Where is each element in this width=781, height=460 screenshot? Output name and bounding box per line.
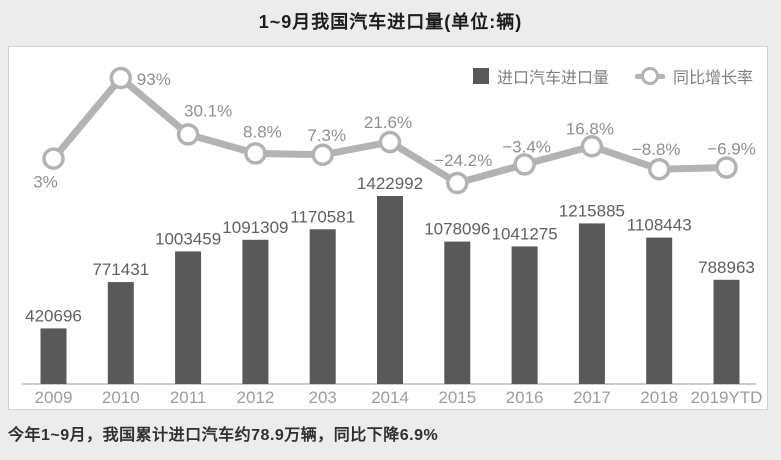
growth-rate-label: −6.9% xyxy=(707,140,756,159)
x-axis-label: 203 xyxy=(309,388,337,407)
bar-2017 xyxy=(578,223,605,384)
bar-2019YTD xyxy=(713,279,740,384)
growth-rate-label: 7.3% xyxy=(307,126,346,145)
growth-point-marker xyxy=(244,142,267,165)
growth-rate-label: 3% xyxy=(33,173,58,192)
bar-swatch-icon xyxy=(472,68,489,84)
bar-value-label: 1041275 xyxy=(492,224,558,243)
x-axis-label: 2014 xyxy=(371,388,409,407)
growth-rate-label: 16.8% xyxy=(566,119,614,138)
x-axis-label: 2012 xyxy=(236,388,274,407)
x-axis-label: 2015 xyxy=(438,388,476,407)
bar-2012 xyxy=(242,239,269,384)
growth-rate-label: −3.4% xyxy=(502,137,551,156)
growth-rate-label: −24.2% xyxy=(434,151,492,170)
bar-value-label: 771431 xyxy=(92,260,149,279)
bar-2018 xyxy=(646,237,673,384)
x-axis-label: 2018 xyxy=(640,388,678,407)
growth-rate-label: 8.8% xyxy=(243,122,282,141)
growth-rate-label: −8.8% xyxy=(632,140,681,159)
growth-point-marker xyxy=(42,147,65,170)
legend-item-imports: 进口汽车进口量 xyxy=(472,64,609,88)
growth-point-marker xyxy=(311,143,334,167)
growth-rate-label: 21.6% xyxy=(364,113,412,132)
x-axis-label: 2017 xyxy=(573,388,611,407)
page-title: 1~9月我国汽车进口量(单位:辆) xyxy=(258,12,523,32)
chart-legend: 进口汽车进口量 同比增长率 xyxy=(472,64,753,88)
bar-value-label: 1078096 xyxy=(424,220,490,239)
bar-value-label: 1003459 xyxy=(155,229,221,248)
legend-item-growth: 同比增长率 xyxy=(634,64,753,88)
x-axis-label: 2011 xyxy=(170,388,207,407)
bar-value-label: 788963 xyxy=(698,258,755,277)
bar-2015 xyxy=(444,241,471,384)
growth-point-marker xyxy=(580,135,604,158)
bar-203 xyxy=(309,229,336,384)
bar-value-label: 1422992 xyxy=(357,174,423,193)
growth-point-marker xyxy=(446,171,469,195)
growth-rate-label: 30.1% xyxy=(184,101,232,120)
bar-value-label: 1170581 xyxy=(290,207,355,226)
growth-point-marker xyxy=(176,123,200,146)
bar-2011 xyxy=(175,251,202,384)
line-marker-icon xyxy=(634,66,665,86)
growth-rate-label: 93% xyxy=(137,70,171,89)
bar-value-label: 1091309 xyxy=(222,218,288,237)
bar-2009 xyxy=(40,328,67,384)
bar-value-label: 1215885 xyxy=(559,201,625,220)
growth-point-marker xyxy=(378,130,402,154)
x-axis-label: 2016 xyxy=(506,388,544,407)
summary-note: 今年1~9月，我国累计进口汽车约78.9万辆，同比下降6.9% xyxy=(8,427,439,444)
bar-2016 xyxy=(511,246,538,384)
bar-value-label: 420696 xyxy=(25,306,82,325)
x-axis-label: 2010 xyxy=(102,388,140,407)
bar-2010 xyxy=(107,282,134,384)
growth-point-marker xyxy=(715,156,738,179)
x-axis-label: 2019YTD xyxy=(691,388,763,407)
x-axis-label: 2009 xyxy=(35,388,73,407)
growth-point-marker xyxy=(513,153,536,176)
bar-2014 xyxy=(377,196,403,384)
bar-value-label: 1108443 xyxy=(627,216,692,235)
legend-imports-label: 进口汽车进口量 xyxy=(496,70,609,87)
growth-point-marker xyxy=(647,157,671,181)
legend-growth-label: 同比增长率 xyxy=(672,70,753,87)
growth-point-marker xyxy=(109,66,133,90)
